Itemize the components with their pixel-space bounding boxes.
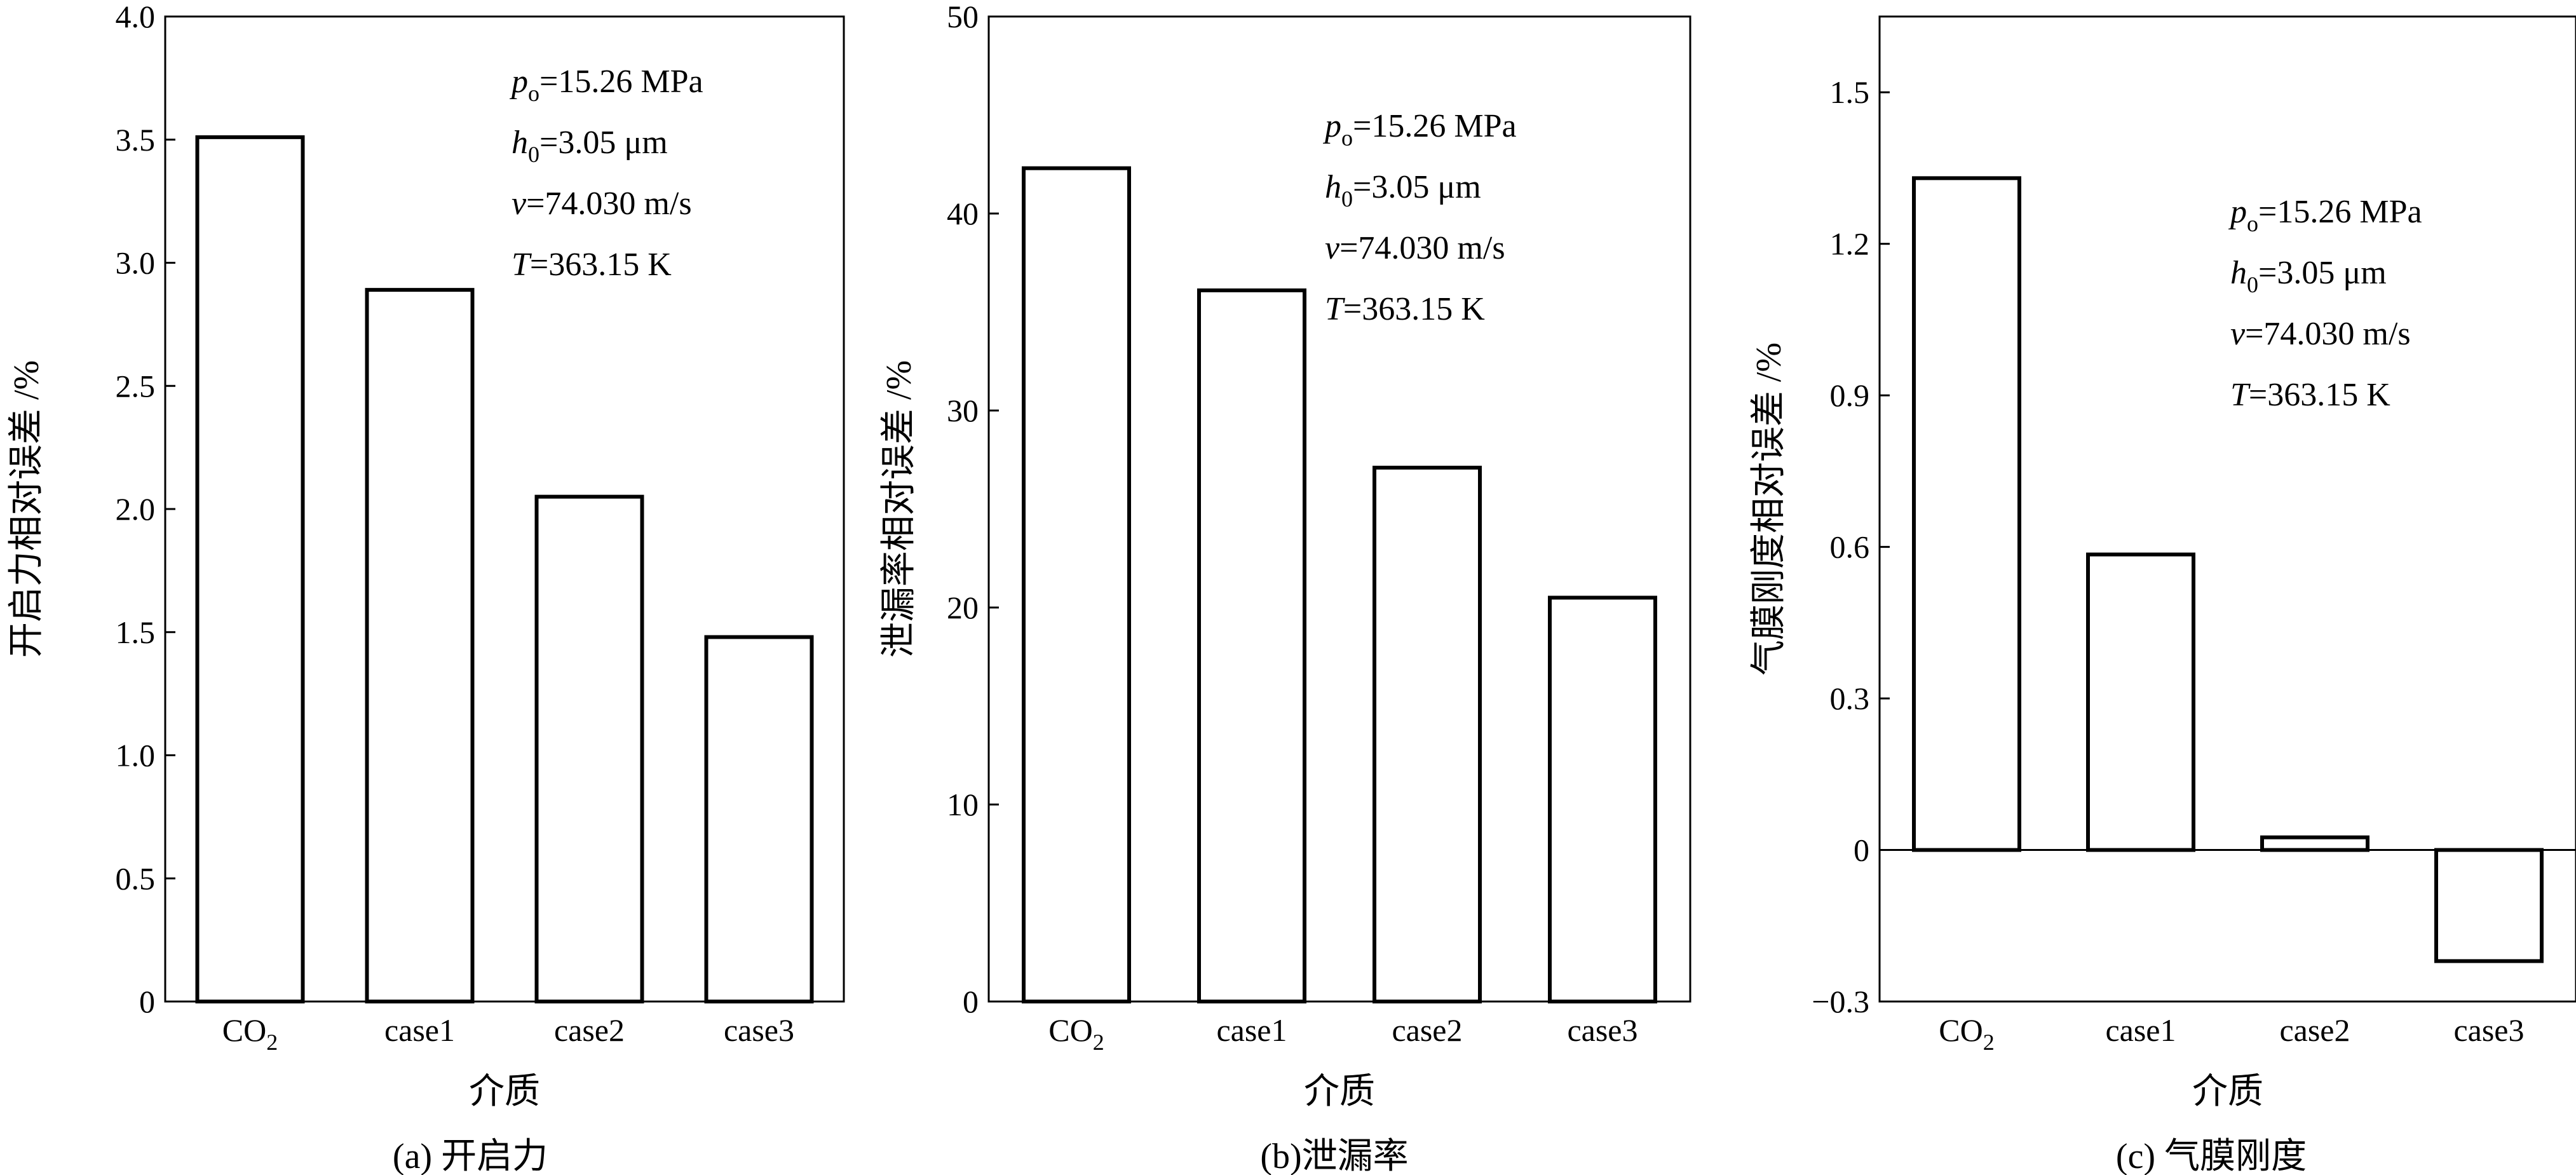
param-annotation: po=15.26 MPa [509,64,703,106]
param-annotation: h0=3.05 μm [1325,169,1481,212]
y-tick-label: −0.3 [1812,984,1869,1019]
x-tick-label: case1 [384,1012,455,1048]
bar-case2 [1373,465,1482,1003]
param-annotation: T=363.15 K [1325,291,1485,327]
param-annotation: T=363.15 K [512,247,672,283]
x-tick-label: case2 [1392,1012,1462,1048]
y-axis-title: 泄漏率相对误差 /% [879,360,919,658]
panel-caption: (b)泄漏率 [1260,1137,1408,1175]
y-tick-label: 0.9 [1830,377,1870,413]
y-tick-label: 3.5 [116,122,156,158]
y-axis-title: 开启力相对误差 /% [7,360,46,658]
y-tick-label: 50 [947,0,979,34]
bar-case3 [1548,595,1657,1003]
y-tick-label: 1.2 [1830,226,1870,262]
bar-case3 [704,635,814,1003]
plot-frame [1878,15,2576,1003]
bar-co2 [1912,176,2021,852]
x-tick-label: case3 [1567,1012,1637,1048]
param-annotation: v=74.030 m/s [512,186,692,222]
param-annotation: T=363.15 K [2230,377,2390,413]
x-tick-label: CO2 [1939,1012,1994,1055]
x-axis-title: 介质 [2192,1072,2263,1111]
bar-case1 [1197,288,1306,1003]
x-tick-label: case1 [1216,1012,1287,1048]
bar-co2 [195,135,305,1003]
chart-panel-b: 0 10 20 30 40 50 CO2 case1 case2 case3 介质 (b)泄漏率 泄漏率… [879,0,1691,1175]
param-annotation: h0=3.05 μm [2230,255,2387,297]
y-tick-label: 1.5 [116,615,156,650]
y-tick-label: 0 [963,984,979,1019]
param-annotation: po=15.26 MPa [1322,108,1517,151]
y-tick-label: 40 [947,196,979,231]
param-annotation: v=74.030 m/s [1325,230,1505,266]
bar-case2 [534,494,644,1003]
y-tick-label: 0 [139,984,155,1019]
y-tick-label: 0.3 [1830,681,1870,716]
x-tick-label: case3 [724,1012,794,1048]
y-tick-label: 2.0 [116,491,156,527]
y-tick-label: 3.0 [116,245,156,281]
y-tick-label: 0.5 [116,860,156,896]
y-axis-title: 气膜刚度相对误差 /% [1749,343,1789,676]
panel-caption: (a) 开启力 [393,1137,548,1175]
param-annotation: po=15.26 MPa [2228,194,2422,236]
bar-case1 [2086,552,2195,852]
bar-case2 [2260,835,2369,852]
chart-panel-c: −0.3 0 0.3 0.6 0.9 1.2 1.5 CO2 case1 case2 case3 介质… [1749,15,2576,1175]
bar-case1 [365,288,475,1003]
plot-frame [987,15,1691,1003]
y-tick-label: 1.0 [116,738,156,773]
x-tick-label: case2 [554,1012,625,1048]
x-tick-label: CO2 [1048,1012,1104,1055]
y-tick-label: 2.5 [116,368,156,404]
param-annotation: h0=3.05 μm [512,125,668,167]
x-axis-title: 介质 [469,1072,540,1111]
x-axis-title: 介质 [1304,1072,1375,1111]
x-tick-label: case2 [2279,1012,2350,1048]
chart-panel-a: 0 0.5 1.0 1.5 2.0 2.5 3.0 3.5 4.0 CO2 case1 case2 ca… [7,0,845,1175]
y-tick-label: 0.6 [1830,529,1870,565]
y-tick-label: 4.0 [116,0,156,34]
bar-co2 [1022,166,1131,1004]
panel-caption: (c) 气膜刚度 [2116,1137,2307,1175]
y-tick-label: 20 [947,590,979,625]
x-tick-label: case3 [2453,1012,2524,1048]
param-annotation: v=74.030 m/s [2230,316,2411,352]
y-tick-label: 0 [1854,832,1869,868]
y-tick-label: 30 [947,393,979,428]
y-tick-label: 10 [947,787,979,822]
x-tick-label: case1 [2105,1012,2176,1048]
bar-case3 [2434,848,2544,963]
x-tick-label: CO2 [222,1012,278,1055]
y-tick-label: 1.5 [1830,74,1870,110]
